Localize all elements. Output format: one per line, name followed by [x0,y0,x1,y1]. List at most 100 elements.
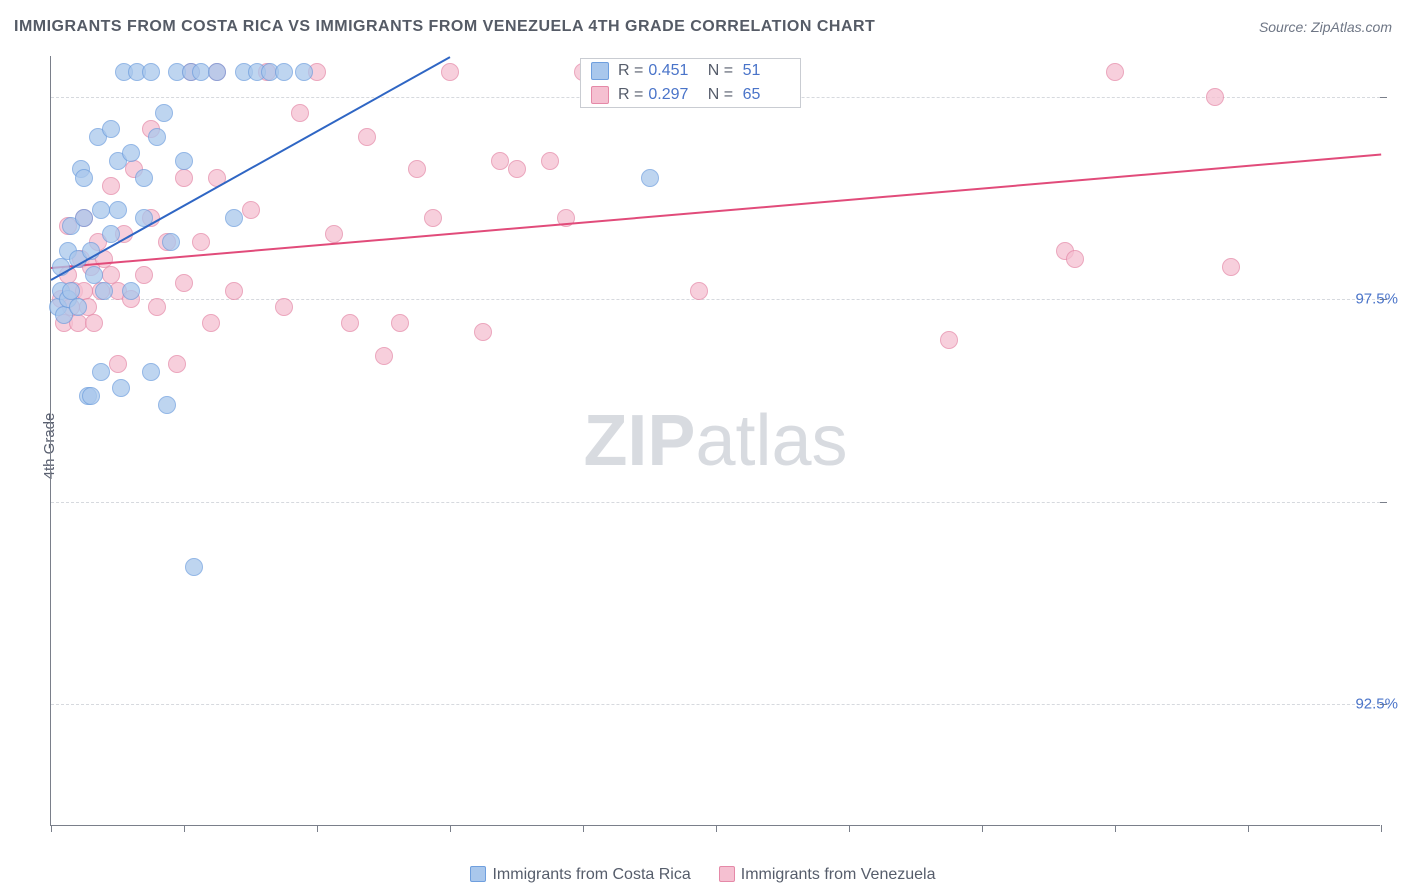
data-point [155,104,173,122]
n-value: 65 [738,86,790,104]
y-tick [1380,502,1387,503]
data-point [225,282,243,300]
legend-swatch [719,866,735,882]
data-point [148,298,166,316]
x-tick [51,825,52,832]
data-point [641,169,659,187]
scatter-plot-area: ZIPatlas [50,56,1380,826]
data-point [168,355,186,373]
data-point [185,558,203,576]
x-tick [184,825,185,832]
x-tick [982,825,983,832]
data-point [85,266,103,284]
data-point [175,169,193,187]
data-point [508,160,526,178]
data-point [375,347,393,365]
data-point [325,225,343,243]
r-label: R = [618,86,643,104]
data-point [92,363,110,381]
x-tick [1381,825,1382,832]
x-tick [849,825,850,832]
legend: Immigrants from Costa Rica Immigrants fro… [0,866,1406,884]
gridline [51,299,1380,300]
legend-swatch [470,866,486,882]
data-point [1106,63,1124,81]
data-point [122,282,140,300]
data-point [295,63,313,81]
data-point [202,314,220,332]
data-point [95,282,113,300]
data-point [112,379,130,397]
x-tick [450,825,451,832]
x-tick [1248,825,1249,832]
data-point [341,314,359,332]
data-point [424,209,442,227]
series-swatch [591,62,609,80]
data-point [441,63,459,81]
legend-label: Immigrants from Costa Rica [492,866,690,883]
data-point [102,177,120,195]
watermark-bold: ZIP [583,401,695,481]
watermark-light: atlas [695,401,847,481]
y-tick [1380,97,1387,98]
data-point [82,387,100,405]
data-point [135,266,153,284]
data-point [541,152,559,170]
data-point [1222,258,1240,276]
data-point [109,201,127,219]
data-point [175,274,193,292]
data-point [109,355,127,373]
correlation-stats-box: R = 0.451 N = 51 R = 0.297 N = 65 [580,58,801,108]
y-tick-label: 97.5% [1355,291,1398,308]
x-tick [583,825,584,832]
r-value: 0.451 [648,62,700,80]
data-point [391,314,409,332]
trend-line [51,56,451,281]
data-point [92,201,110,219]
gridline [51,502,1380,503]
data-point [142,63,160,81]
legend-label: Immigrants from Venezuela [741,866,936,883]
data-point [135,169,153,187]
data-point [102,120,120,138]
watermark: ZIPatlas [583,400,847,482]
legend-item: Immigrants from Venezuela [719,866,936,883]
data-point [162,233,180,251]
data-point [1206,88,1224,106]
r-label: R = [618,62,643,80]
n-label: N = [703,86,733,104]
series-swatch [591,86,609,104]
data-point [75,209,93,227]
data-point [291,104,309,122]
n-label: N = [703,62,733,80]
y-tick-label: 92.5% [1355,696,1398,713]
gridline [51,704,1380,705]
stats-row: R = 0.451 N = 51 [581,59,800,83]
data-point [148,128,166,146]
source-attribution: Source: ZipAtlas.com [1259,19,1392,35]
data-point [208,63,226,81]
data-point [275,63,293,81]
data-point [690,282,708,300]
data-point [85,314,103,332]
data-point [1066,250,1084,268]
data-point [358,128,376,146]
x-tick [1115,825,1116,832]
data-point [242,201,260,219]
data-point [275,298,293,316]
data-point [408,160,426,178]
data-point [175,152,193,170]
x-tick [317,825,318,832]
chart-title: IMMIGRANTS FROM COSTA RICA VS IMMIGRANTS… [14,18,875,36]
data-point [491,152,509,170]
legend-item: Immigrants from Costa Rica [470,866,690,883]
stats-row: R = 0.297 N = 65 [581,83,800,107]
n-value: 51 [738,62,790,80]
data-point [940,331,958,349]
data-point [225,209,243,227]
data-point [474,323,492,341]
r-value: 0.297 [648,86,700,104]
data-point [192,233,210,251]
data-point [122,144,140,162]
x-tick [716,825,717,832]
